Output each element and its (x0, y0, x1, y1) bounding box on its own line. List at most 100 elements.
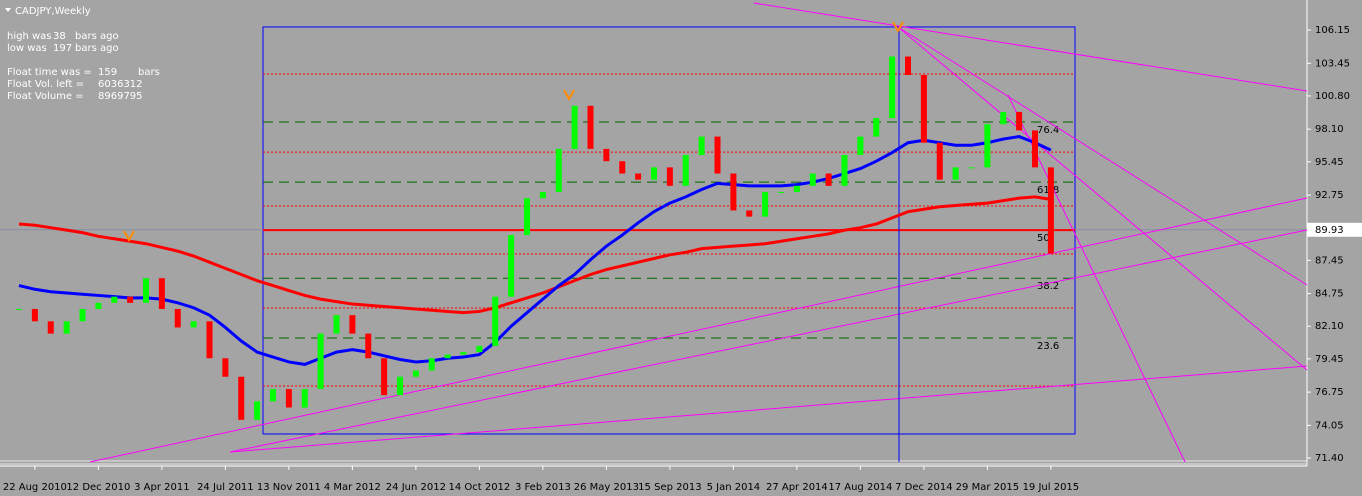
candle (111, 296, 118, 303)
candle (524, 198, 530, 236)
candle (920, 74, 927, 143)
y-tick-label: 87.45 (1315, 255, 1344, 266)
candle (158, 278, 165, 309)
candle (190, 321, 197, 328)
candle (31, 308, 38, 322)
candle (222, 358, 229, 377)
x-tick-label: 19 Jul 2015 (1023, 482, 1080, 493)
y-tick-label: 82.10 (1315, 321, 1344, 332)
trend-line (897, 26, 1308, 286)
candle (635, 173, 642, 180)
candle (349, 315, 356, 334)
y-tick-label: 71.40 (1315, 453, 1344, 464)
info-value: 159 (98, 67, 117, 78)
info-label: Float Volume = (7, 91, 84, 102)
candle (984, 124, 991, 168)
pivot-arrow (563, 89, 575, 102)
x-tick-label: 4 Mar 2012 (324, 482, 381, 493)
volume-strip (0, 460, 1307, 465)
x-tick-label: 27 Apr 2014 (766, 482, 828, 493)
pivot-arrow (123, 230, 135, 243)
x-tick-label: 24 Jul 2011 (197, 482, 254, 493)
candle (301, 389, 308, 408)
info-value: 197 (53, 43, 72, 54)
pivot-arrows (123, 21, 904, 243)
candle (666, 167, 673, 186)
fib-label: 38.2 (1037, 281, 1059, 292)
candle (270, 389, 276, 402)
candle (841, 155, 848, 186)
candle (174, 308, 181, 328)
candle (762, 191, 769, 217)
candle (95, 302, 102, 309)
x-tick-label: 13 Nov 2011 (257, 482, 321, 493)
trend-line (897, 26, 1308, 371)
candle (619, 161, 626, 174)
candle (428, 358, 435, 371)
fib-label: 23.6 (1037, 341, 1059, 352)
candle (952, 167, 959, 180)
y-tick-label: 79.45 (1315, 354, 1344, 365)
info-unit: bars ago (75, 43, 119, 54)
collapse-icon (5, 8, 11, 12)
candle (444, 354, 451, 359)
candle (143, 278, 149, 303)
info-label: Float time was = (7, 67, 92, 78)
y-tick-label: 76.75 (1315, 387, 1344, 398)
x-tick-label: 3 Feb 2013 (515, 482, 571, 493)
x-tick-label: 15 Sep 2013 (638, 482, 701, 493)
candle (79, 308, 86, 322)
candle (809, 173, 816, 186)
x-tick-label: 24 Jun 2012 (386, 482, 446, 493)
candle (889, 56, 896, 119)
trend-line (753, 2, 1308, 92)
candle (968, 167, 975, 169)
candle (873, 118, 880, 137)
candle (571, 105, 578, 149)
info-panel: high was 38 bars ago low was 197 bars ago Floa… (7, 31, 160, 102)
candle (238, 376, 245, 420)
candle (412, 370, 419, 377)
candle (397, 376, 403, 396)
y-tick-label: 74.05 (1315, 420, 1344, 431)
info-value: 6036312 (98, 79, 143, 90)
candle (793, 185, 800, 192)
fib-label: 50 (1037, 233, 1050, 244)
candle (1047, 167, 1054, 254)
pivot-arrow (892, 21, 904, 34)
x-tick-label: 3 Apr 2011 (134, 482, 189, 493)
x-tick-label: 26 May 2013 (574, 482, 639, 493)
moving-average (18, 135, 1052, 366)
candle (682, 155, 689, 186)
y-tick-label: 84.75 (1315, 289, 1344, 300)
y-tick-label: 103.45 (1315, 58, 1350, 69)
trend-lines (89, 2, 1308, 463)
candle (698, 136, 705, 156)
candle (16, 308, 22, 310)
candle (63, 321, 70, 334)
candle (508, 235, 515, 297)
y-tick-label: 95.45 (1315, 157, 1344, 168)
candle (47, 321, 54, 334)
x-tick-label: 17 Aug 2014 (828, 482, 892, 493)
x-tick-label: 12 Dec 2010 (66, 482, 130, 493)
trend-line (229, 229, 1308, 453)
candle (492, 296, 499, 346)
candle (825, 173, 832, 186)
info-value: 8969795 (98, 91, 143, 102)
price-series (16, 56, 1054, 420)
symbol-title: CADJPY,Weekly (15, 6, 91, 17)
candle (778, 191, 784, 193)
x-tick-label: 7 Dec 2014 (895, 482, 953, 493)
candle (381, 358, 388, 396)
candle (746, 210, 753, 217)
x-tick-label: 14 Oct 2012 (448, 482, 510, 493)
candle (539, 191, 546, 199)
candle (603, 148, 610, 162)
y-tick-label: 100.80 (1315, 91, 1350, 102)
candle (206, 321, 213, 359)
candle (730, 173, 737, 211)
